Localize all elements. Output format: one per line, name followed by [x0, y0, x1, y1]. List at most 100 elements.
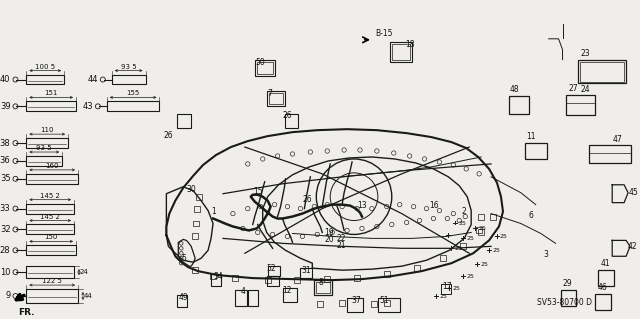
- Text: 25: 25: [440, 294, 447, 299]
- Text: 34: 34: [213, 272, 223, 281]
- Bar: [566, 95, 595, 115]
- Text: 100 5: 100 5: [35, 63, 55, 70]
- Bar: [257, 62, 273, 74]
- Text: 155: 155: [127, 90, 140, 96]
- Text: 47: 47: [612, 135, 622, 144]
- Text: B-15: B-15: [375, 29, 392, 38]
- Bar: [490, 214, 496, 219]
- Bar: [26, 225, 74, 234]
- Bar: [384, 300, 390, 306]
- Text: 25: 25: [500, 234, 508, 240]
- Text: 46: 46: [597, 283, 607, 292]
- Text: SV53-80700 D: SV53-80700 D: [537, 298, 592, 307]
- Bar: [255, 60, 275, 76]
- Text: 49: 49: [179, 293, 188, 302]
- Text: 35: 35: [0, 174, 10, 183]
- Bar: [248, 290, 258, 306]
- Text: 30: 30: [186, 185, 196, 194]
- Bar: [196, 194, 202, 200]
- Text: FR.: FR.: [19, 308, 35, 317]
- Bar: [354, 275, 360, 281]
- Text: 160: 160: [45, 163, 59, 169]
- Text: 145 2: 145 2: [40, 213, 60, 219]
- Bar: [112, 75, 145, 85]
- Text: 44: 44: [84, 293, 93, 299]
- Text: 151: 151: [45, 90, 58, 96]
- Bar: [285, 114, 298, 128]
- Text: 16: 16: [429, 201, 439, 210]
- Text: 27: 27: [568, 85, 578, 93]
- Bar: [26, 75, 64, 85]
- Text: 28: 28: [0, 246, 10, 255]
- Text: 20: 20: [324, 235, 334, 244]
- Text: 6: 6: [529, 211, 534, 219]
- Bar: [26, 204, 74, 214]
- Text: 40: 40: [0, 75, 10, 84]
- Text: 1: 1: [211, 207, 216, 216]
- Bar: [26, 245, 76, 255]
- Text: 25: 25: [480, 262, 488, 267]
- Text: 25: 25: [458, 220, 466, 226]
- Bar: [595, 294, 611, 310]
- Text: 8: 8: [318, 278, 323, 287]
- Text: 9: 9: [5, 292, 10, 300]
- Bar: [589, 145, 631, 163]
- Text: 18: 18: [406, 40, 415, 49]
- Bar: [267, 276, 278, 286]
- Text: 52: 52: [267, 264, 276, 273]
- Text: 26: 26: [164, 131, 173, 140]
- Bar: [210, 273, 216, 279]
- Text: 41: 41: [600, 259, 610, 268]
- Text: 17: 17: [442, 282, 452, 291]
- Text: 10: 10: [0, 268, 10, 277]
- Bar: [580, 62, 624, 82]
- Text: 110: 110: [40, 127, 54, 133]
- Text: 25: 25: [478, 226, 486, 232]
- Bar: [598, 270, 614, 286]
- Text: 32: 32: [0, 225, 10, 234]
- Bar: [294, 277, 300, 283]
- Text: 39: 39: [0, 102, 10, 111]
- Text: 25: 25: [466, 236, 474, 241]
- Bar: [211, 274, 221, 286]
- Text: 19: 19: [324, 228, 334, 237]
- Text: 12: 12: [282, 286, 292, 295]
- Text: 93 5: 93 5: [121, 63, 136, 70]
- Bar: [265, 277, 271, 283]
- Text: 5: 5: [181, 254, 186, 263]
- Bar: [413, 265, 420, 271]
- Text: 3: 3: [544, 250, 548, 259]
- Text: 33: 33: [0, 204, 10, 213]
- Text: 23: 23: [580, 49, 590, 58]
- Text: 11: 11: [526, 132, 535, 141]
- Bar: [268, 266, 280, 276]
- Bar: [525, 143, 547, 159]
- Bar: [476, 227, 482, 234]
- Text: 122 5: 122 5: [42, 278, 62, 284]
- Text: 145 2: 145 2: [40, 193, 60, 199]
- Text: 4: 4: [241, 287, 246, 296]
- Bar: [177, 114, 191, 128]
- Text: 21: 21: [336, 241, 346, 250]
- Text: 24: 24: [580, 85, 590, 94]
- Text: 26: 26: [303, 195, 312, 204]
- Text: 31: 31: [301, 266, 311, 275]
- Bar: [282, 288, 298, 302]
- Text: 48: 48: [510, 85, 520, 94]
- Text: 45: 45: [629, 188, 639, 197]
- Bar: [371, 301, 377, 307]
- Text: 36: 36: [0, 156, 10, 166]
- Bar: [269, 93, 282, 104]
- Bar: [509, 96, 529, 114]
- Bar: [26, 174, 78, 184]
- Text: 51: 51: [380, 296, 390, 305]
- Text: 93 5: 93 5: [36, 145, 52, 151]
- Bar: [232, 275, 238, 281]
- Text: 24: 24: [80, 269, 89, 275]
- Text: 150: 150: [45, 234, 58, 241]
- Text: 7: 7: [268, 89, 273, 99]
- Bar: [460, 243, 466, 249]
- Bar: [384, 271, 390, 277]
- Text: 22: 22: [336, 234, 346, 243]
- Text: 50: 50: [256, 58, 266, 67]
